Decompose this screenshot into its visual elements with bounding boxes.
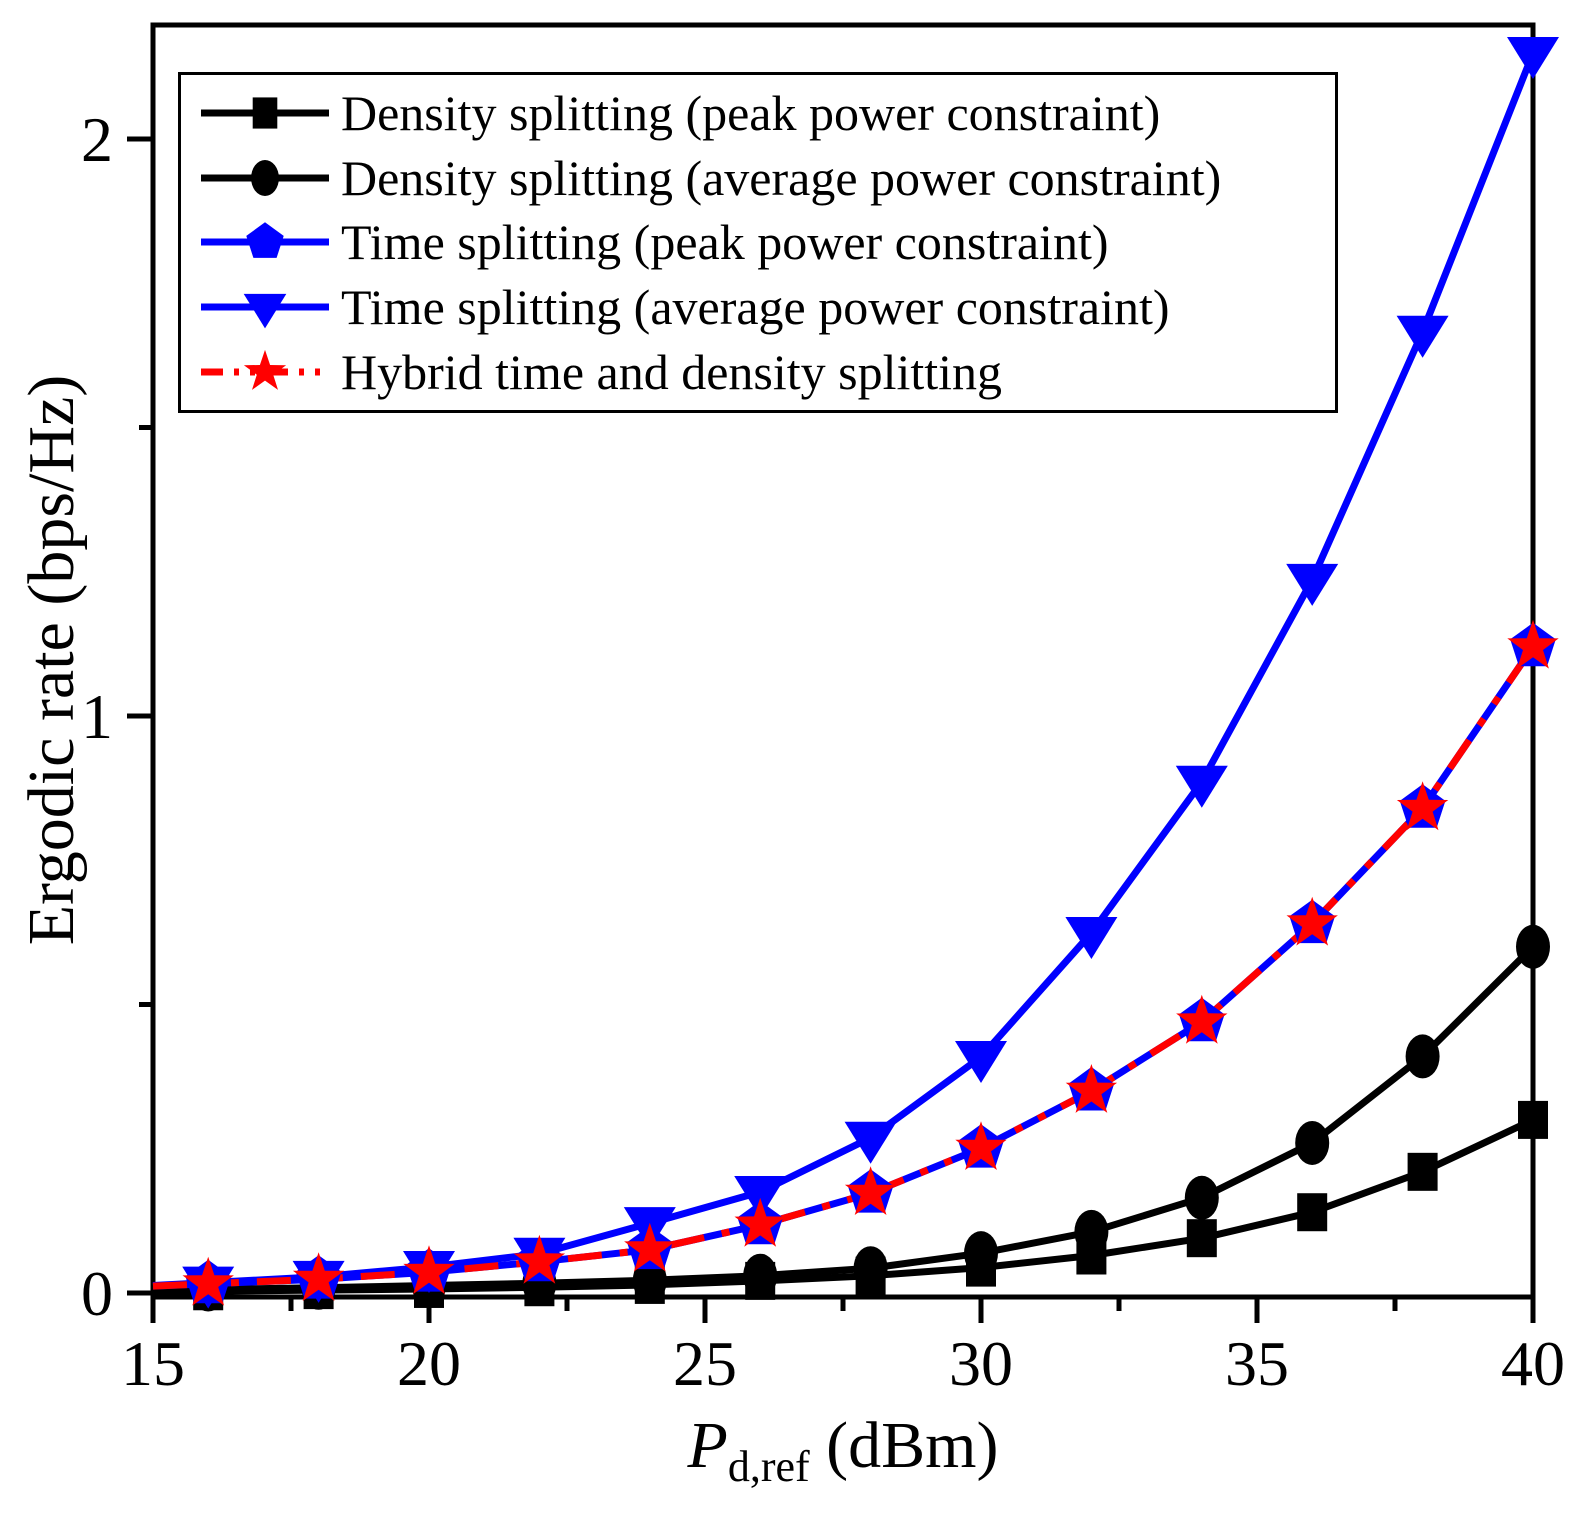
x-tick-label: 35 (1225, 1328, 1289, 1399)
star-marker (1286, 896, 1338, 946)
triangle-down-marker (1175, 765, 1228, 808)
x-axis-variable: P (687, 1409, 728, 1482)
star-marker (955, 1121, 1007, 1170)
triangle-down-marker (734, 1176, 787, 1219)
series-line-circle (152, 944, 1536, 1295)
circle-marker (1074, 1209, 1109, 1254)
triangle-down-marker (955, 1041, 1007, 1084)
star-marker (513, 1234, 566, 1284)
legend-label: Density splitting (average power constra… (341, 149, 1222, 206)
star-marker (1396, 781, 1449, 831)
x-axis-title: Pd,ref (dBm) (687, 1408, 999, 1489)
legend-label: Density splitting (peak power constraint… (341, 85, 1161, 142)
circle-marker (1295, 1120, 1330, 1165)
y-tick-label: 1 (81, 681, 113, 752)
triangle-down-marker (1065, 916, 1118, 959)
circle-marker (743, 1253, 778, 1298)
star-marker (292, 1252, 345, 1301)
legend-item: Hybrid time and density splitting (199, 343, 1335, 401)
x-tick-label: 30 (949, 1328, 1013, 1399)
legend-item: Density splitting (average power constra… (199, 149, 1335, 207)
triangle-down-marker (844, 1121, 897, 1164)
circle-marker (1405, 1034, 1440, 1079)
star-marker (844, 1166, 897, 1215)
star-marker (403, 1245, 455, 1295)
y-tick-label: 2 (81, 104, 113, 175)
triangle-down-marker (1286, 563, 1339, 606)
pentagon-marker-icon (201, 222, 329, 259)
legend-label: Time splitting (average power constraint… (341, 279, 1170, 336)
square-marker (1407, 1152, 1438, 1191)
y-axis-title: Ergodic rate (bps/Hz) (15, 374, 88, 946)
circle-marker (632, 1258, 667, 1303)
legend-label: Time splitting (peak power constraint) (341, 214, 1109, 271)
triangle-down-marker-icon (201, 293, 329, 329)
series-markers (182, 37, 1559, 1312)
square-marker (1518, 1100, 1548, 1139)
circle-marker (1184, 1175, 1219, 1220)
legend-item: Density splitting (peak power constraint… (199, 84, 1335, 142)
pentagon-icon (246, 222, 284, 259)
star-marker (1065, 1064, 1118, 1113)
star-marker-icon (201, 349, 329, 390)
x-tick-label: 20 (397, 1328, 461, 1399)
circle-marker (1516, 924, 1550, 969)
star-marker (1176, 994, 1228, 1044)
circle-marker (964, 1231, 998, 1276)
star-marker (734, 1197, 786, 1247)
x-axis-unit: (dBm) (809, 1409, 999, 1482)
y-tick-label: 0 (81, 1258, 113, 1329)
circle-icon (251, 159, 279, 196)
legend-item: Time splitting (peak power constraint) (199, 213, 1335, 271)
star-icon (243, 349, 287, 390)
series-line-star (152, 644, 1536, 1290)
circle-marker (853, 1246, 888, 1291)
star-marker (624, 1222, 676, 1272)
square-icon (252, 97, 278, 129)
star-marker (182, 1256, 234, 1306)
series-line-pentagon (152, 644, 1536, 1290)
x-tick-label: 40 (1501, 1328, 1565, 1399)
axis-ticks: 15 20 25 30 35 40 0 1 2 (81, 104, 1565, 1399)
triangle-down-marker (1507, 37, 1559, 80)
x-axis-subscript: d,ref (727, 1442, 810, 1492)
triangle-down-marker (1396, 315, 1449, 358)
square-marker (1186, 1219, 1217, 1258)
legend-item: Time splitting (average power constraint… (199, 278, 1335, 336)
x-tick-label: 25 (673, 1328, 737, 1399)
legend-box: Density splitting (peak power constraint… (178, 72, 1338, 413)
star-marker (1507, 619, 1559, 669)
square-marker (1297, 1193, 1328, 1232)
legend-label: Hybrid time and density splitting (341, 343, 1003, 400)
triangle-down-icon (243, 293, 287, 329)
x-tick-label: 15 (121, 1328, 185, 1399)
square-marker-icon (201, 97, 329, 129)
circle-marker-icon (201, 159, 329, 196)
